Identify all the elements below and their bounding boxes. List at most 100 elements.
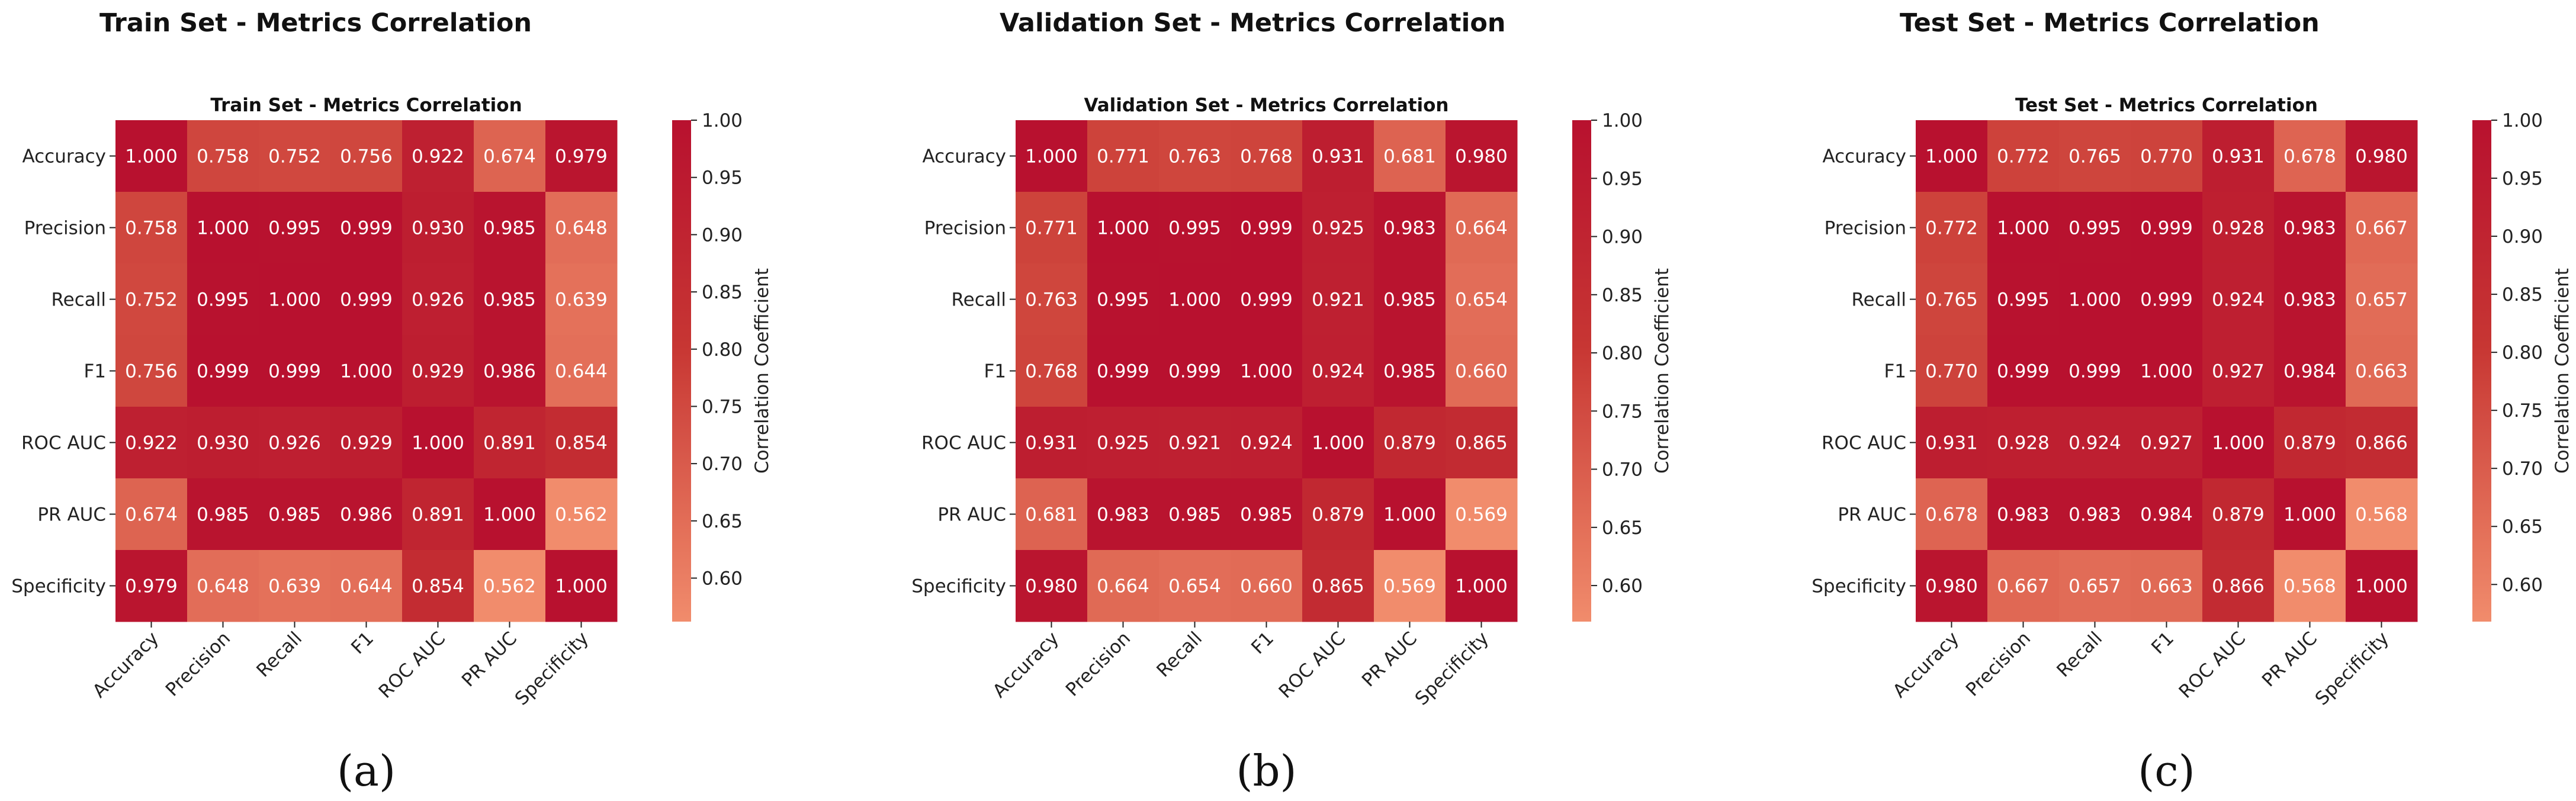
cell-value-label: 0.756 <box>125 361 178 382</box>
x-tick-label: Recall <box>252 628 306 681</box>
cell-value-label: 0.569 <box>1383 576 1436 597</box>
heatmap-cell <box>2274 120 2346 192</box>
cell-value-label: 1.000 <box>268 289 321 311</box>
x-tick-label: PR AUC <box>2258 628 2321 691</box>
y-tick-label: Recall <box>52 289 107 311</box>
y-tick-label: F1 <box>984 361 1006 382</box>
cell-value-label: 0.926 <box>268 433 321 454</box>
heatmap-cell <box>1446 120 1518 192</box>
heatmap-cell <box>1916 192 1988 264</box>
cell-value-label: 1.000 <box>555 576 608 597</box>
heatmap-cell <box>259 120 331 192</box>
cell-value-label: 0.562 <box>483 576 536 597</box>
cell-value-label: 0.983 <box>1997 504 2050 526</box>
heatmap-cell <box>2346 120 2418 192</box>
heatmap-cell <box>1016 478 1088 551</box>
cell-value-label: 0.768 <box>1240 146 1293 168</box>
cell-value-label: 0.866 <box>2212 576 2265 597</box>
heatmap-cell <box>2202 407 2275 479</box>
cell-value-label: 0.979 <box>125 576 178 597</box>
heatmap-cell <box>2274 550 2346 622</box>
y-tick-label: PR AUC <box>37 504 106 526</box>
heatmap-cell <box>1374 192 1446 264</box>
heatmap-cell <box>2346 478 2418 551</box>
heatmap-cell <box>545 335 618 407</box>
heatmap-cell <box>402 192 474 264</box>
cell-value-label: 0.771 <box>1025 218 1078 239</box>
heatmap-cell <box>187 335 259 407</box>
heatmap-cell <box>1987 120 2060 192</box>
heatmap-cell <box>330 478 403 551</box>
cell-value-label: 0.772 <box>1997 146 2050 168</box>
heatmap-cell <box>259 478 331 551</box>
heatmap-cell <box>115 120 188 192</box>
cell-value-label: 1.000 <box>2283 504 2336 526</box>
heatmap-cell <box>2131 478 2203 551</box>
cell-value-label: 0.664 <box>1097 576 1149 597</box>
cell-value-label: 0.986 <box>340 504 393 526</box>
heatmap-cell <box>115 550 188 622</box>
heatmap-cell <box>2274 478 2346 551</box>
heatmap-cell <box>330 407 403 479</box>
cell-value-label: 0.752 <box>125 289 178 311</box>
heatmap-cell <box>2202 478 2275 551</box>
cell-value-label: 0.980 <box>1025 576 1078 597</box>
heatmap-cell <box>474 335 546 407</box>
heatmap-cell <box>1159 478 1231 551</box>
y-tick-label: Recall <box>1852 289 1907 311</box>
cell-value-label: 0.924 <box>2068 433 2121 454</box>
colorbar-tick-label: 0.95 <box>1602 168 1643 189</box>
heatmap-cell <box>402 335 474 407</box>
y-tick-label: Specificity <box>11 576 106 597</box>
cell-value-label: 0.663 <box>2140 576 2193 597</box>
colorbar-tick-label: 0.60 <box>1602 575 1643 597</box>
cell-value-label: 0.879 <box>1383 433 1436 454</box>
heatmap-cell <box>2274 192 2346 264</box>
cell-value-label: 0.752 <box>268 146 321 168</box>
cell-value-label: 0.763 <box>1025 289 1078 311</box>
cell-value-label: 0.657 <box>2068 576 2121 597</box>
cell-value-label: 0.678 <box>1925 504 1978 526</box>
heatmap-cell <box>2059 192 2131 264</box>
cell-value-label: 0.758 <box>125 218 178 239</box>
heatmap-cell <box>1159 192 1231 264</box>
heatmap-panel-2: Validation Set - Metrics Correlation Vali… <box>911 8 1673 796</box>
cell-value-label: 1.000 <box>1455 576 1508 597</box>
colorbar-tick-label: 0.65 <box>702 511 743 532</box>
cell-value-label: 0.654 <box>1168 576 1221 597</box>
colorbar-tick-label: 1.00 <box>702 110 743 131</box>
heatmap-cell <box>402 478 474 551</box>
cell-value-label: 0.667 <box>1997 576 2050 597</box>
x-tick-label: F1 <box>2147 628 2178 658</box>
colorbar-tick-label: 1.00 <box>2502 110 2543 131</box>
cell-value-label: 0.980 <box>1455 146 1508 168</box>
cell-value-label: 0.770 <box>2140 146 2193 168</box>
y-tick-label: PR AUC <box>937 504 1006 526</box>
cell-value-label: 0.931 <box>1312 146 1364 168</box>
x-tick-label: Recall <box>2053 628 2106 681</box>
cell-value-label: 0.931 <box>1025 433 1078 454</box>
y-tick-label: PR AUC <box>1838 504 1906 526</box>
heatmap-cell <box>1159 407 1231 479</box>
cell-value-label: 0.562 <box>555 504 608 526</box>
cell-value-label: 0.985 <box>268 504 321 526</box>
heatmap-cell <box>330 120 403 192</box>
x-tick-label: Accuracy <box>89 628 163 702</box>
cell-value-label: 0.985 <box>1383 361 1436 382</box>
cell-value-label: 0.927 <box>2140 433 2193 454</box>
heatmap-cell <box>1446 263 1518 336</box>
cell-value-label: 0.771 <box>1097 146 1149 168</box>
heatmap-cell <box>545 478 618 551</box>
colorbar <box>1572 120 1591 622</box>
cell-value-label: 0.678 <box>2283 146 2336 168</box>
x-tick-label: PR AUC <box>458 628 521 691</box>
cell-value-label: 0.999 <box>1997 361 2050 382</box>
cell-value-label: 0.866 <box>2355 433 2408 454</box>
heatmap-cell <box>1231 478 1303 551</box>
cell-value-label: 0.985 <box>1168 504 1221 526</box>
heatmap-cell <box>187 478 259 551</box>
heatmap-cell <box>187 550 259 622</box>
colorbar-tick-label: 0.80 <box>702 339 743 361</box>
x-tick-label: Specificity <box>2311 628 2393 709</box>
x-tick-label: Accuracy <box>1889 628 1964 702</box>
